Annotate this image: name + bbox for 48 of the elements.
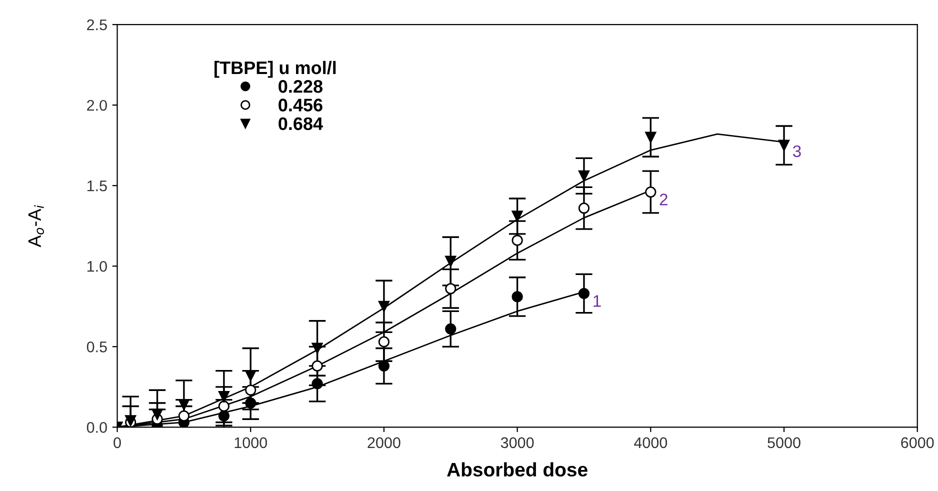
y-tick-label: 1.0 bbox=[87, 260, 107, 272]
y-tick-label: 2.0 bbox=[87, 100, 107, 111]
y-tick-label: 0.5 bbox=[86, 342, 107, 352]
y-axis-title: A$_{o}$-A$_{i}$ bbox=[28, 205, 44, 248]
x-tick-label: 3000 bbox=[500, 437, 534, 448]
annotation: 2 bbox=[660, 194, 668, 206]
point bbox=[512, 234, 523, 246]
point bbox=[512, 210, 523, 222]
point bbox=[178, 399, 190, 410]
point bbox=[445, 323, 456, 334]
legend-label: 0.684 bbox=[278, 117, 323, 130]
y-tick-label: 1.5 bbox=[87, 180, 107, 192]
x-tick-label: 0 bbox=[114, 437, 121, 448]
point bbox=[645, 132, 656, 143]
point bbox=[378, 336, 390, 348]
point bbox=[578, 202, 590, 214]
point bbox=[378, 300, 390, 312]
legend-title: [TBPE] u mol/l bbox=[214, 60, 336, 78]
legend-label: 0.228 bbox=[278, 80, 323, 93]
point bbox=[218, 400, 230, 412]
x-tick-label: 2000 bbox=[368, 437, 400, 448]
point bbox=[218, 410, 230, 422]
x-tick-label: 1000 bbox=[234, 437, 267, 448]
x-axis-title: Absorbed dose bbox=[447, 462, 588, 477]
point bbox=[445, 283, 456, 294]
point bbox=[778, 140, 790, 151]
point bbox=[645, 186, 656, 198]
x-tick-label: 4000 bbox=[634, 437, 668, 448]
point bbox=[245, 370, 256, 382]
y-tick-label: 2.5 bbox=[87, 19, 107, 30]
point bbox=[445, 256, 456, 267]
point bbox=[152, 408, 163, 420]
annotation: 1 bbox=[594, 295, 601, 307]
legend-label: 0.456 bbox=[278, 98, 322, 112]
point bbox=[245, 397, 256, 409]
point bbox=[218, 391, 230, 402]
point bbox=[245, 384, 256, 396]
point bbox=[578, 288, 590, 300]
point bbox=[512, 291, 523, 302]
y-tick-label: 0.0 bbox=[86, 422, 107, 433]
annotation: 3 bbox=[792, 145, 801, 158]
point bbox=[178, 410, 190, 422]
point bbox=[578, 170, 590, 182]
point bbox=[312, 360, 323, 372]
point bbox=[312, 342, 323, 354]
x-tick-label: 5000 bbox=[768, 437, 800, 448]
point bbox=[312, 378, 323, 390]
x-tick-label: 6000 bbox=[901, 437, 934, 448]
